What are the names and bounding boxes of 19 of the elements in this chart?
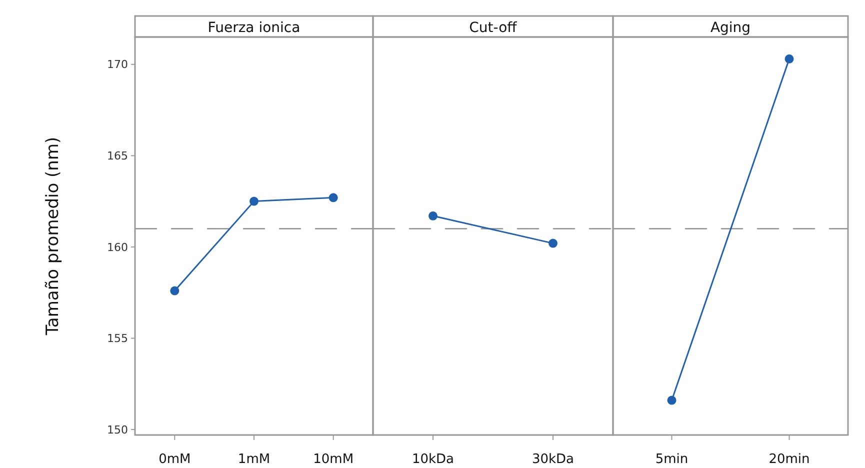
x-tick-label: 1mM: [238, 452, 270, 467]
chart-title: Fuerza ionica: [208, 20, 300, 36]
y-tick-label: 170: [107, 58, 128, 72]
chart-title: Cut-off: [469, 20, 518, 36]
y-tick-label: 165: [107, 150, 128, 163]
y-tick-label: 150: [107, 423, 128, 436]
x-tick-label: 30kDa: [532, 452, 574, 467]
point: [170, 286, 180, 296]
x-tick-label: 10kDa: [412, 452, 454, 467]
y-tick-label: 155: [107, 332, 128, 346]
y-axis-title: Tamaño promedio (nm): [43, 136, 63, 336]
x-tick-label: 20min: [768, 452, 810, 467]
x-tick-label: 0mM: [158, 452, 191, 467]
point: [328, 193, 338, 202]
point: [250, 196, 258, 206]
x-tick-label: 10mM: [313, 452, 354, 467]
x-tick-label: 5min: [655, 452, 688, 467]
chart-title: Aging: [710, 20, 751, 36]
y-tick-label: 160: [107, 240, 128, 254]
